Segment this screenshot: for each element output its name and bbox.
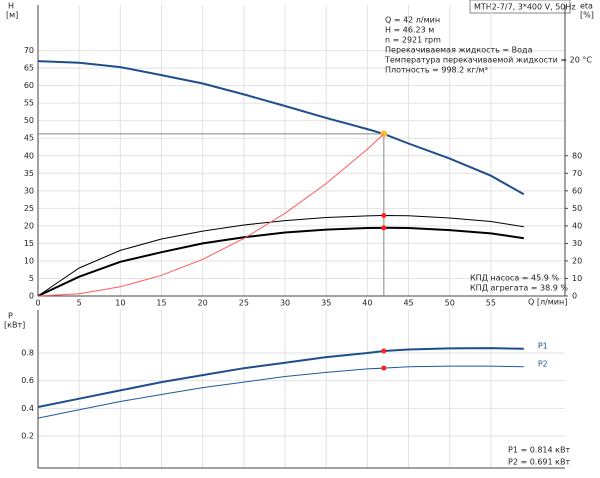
y-tick-label: 0.4 [21,404,34,413]
x-label: Q [л/мин] [528,298,567,307]
series-line [37,214,524,297]
y-label: H [8,2,14,11]
x-tick-label: 0 [35,299,40,308]
y2-tick-label: 10 [572,274,582,283]
annotation: H = 46.23 м [385,26,434,35]
y-tick-label: 50 [24,116,34,125]
y-tick-label: 0.6 [21,376,34,385]
series-line [37,347,524,408]
x-tick-label: 15 [156,299,166,308]
x-tick-label: 10 [115,299,125,308]
annotation: P2 = 0.691 кВт [508,458,570,467]
y2-label: eta [580,2,593,11]
y-unit: [кВт] [4,321,25,330]
series-line [37,60,525,196]
annotation: Перекачиваемая жидкость = Вода [385,46,533,55]
y2-tick-label: 40 [572,221,582,230]
annotation: Q = 42 л/мин [385,16,440,25]
x-tick-label: 25 [239,299,249,308]
y-tick-label: 70 [24,46,34,55]
y2-tick-label: 20 [572,256,582,265]
y-tick-label: 45 [24,134,34,143]
duty-marker [381,213,387,219]
x-tick-label: 50 [445,299,455,308]
duty-marker [381,348,387,354]
x-tick-label: 55 [486,299,496,308]
y-tick-label: 25 [24,204,34,213]
annotation: P1 = 0.814 кВт [508,446,570,455]
x-tick-label: 30 [280,299,290,308]
y-tick-label: 10 [24,256,34,265]
y-tick-label: 0.8 [21,348,34,357]
series-line [37,133,385,297]
y-tick-label: 5 [29,274,34,283]
chart-title: MTH2-7/7, 3*400 V, 50Hz [474,3,576,12]
y-tick-label: 0 [29,292,34,301]
x-tick-label: 40 [362,299,372,308]
y-tick-label: 65 [24,64,34,73]
y-tick-label: 60 [24,81,34,90]
y-tick-label: 30 [24,186,34,195]
y2-tick-label: 70 [572,169,582,178]
x-tick-label: 20 [198,299,208,308]
duty-marker [381,225,387,231]
series-line [37,226,524,297]
y2-tick-label: 60 [572,186,582,195]
y-tick-label: 20 [24,221,34,230]
y2-tick-label: 30 [572,239,582,248]
legend-label: P1 [538,341,548,350]
y-tick-label: 0.2 [21,432,34,441]
y-tick-label: 15 [24,239,34,248]
duty-marker [381,365,387,371]
y-tick-label: 35 [24,169,34,178]
annotation: Плотность = 998.2 кг/м³ [385,66,488,75]
x-tick-label: 35 [321,299,331,308]
y2-tick-label: 80 [572,151,582,160]
legend-label: P2 [538,359,548,368]
x-tick-label: 5 [77,299,82,308]
x-tick-label: 45 [403,299,413,308]
y2-unit: [%] [580,11,594,20]
annotation: n = 2921 rpm [385,36,441,45]
series-line [37,365,524,419]
y2-tick-label: 50 [572,204,582,213]
y-unit: [м] [6,11,18,20]
y2-tick-label: 0 [572,292,577,301]
title-box [469,0,571,14]
y-tick-label: 40 [24,151,34,160]
y-label: P [8,312,13,321]
y-tick-label: 55 [24,99,34,108]
efficiency-label: КПД насоса = 45.9 % [470,274,559,283]
efficiency-label: КПД агрегата = 38.9 % [470,284,568,293]
annotation: Температура перекачиваемой жидкости = 20… [384,56,592,65]
